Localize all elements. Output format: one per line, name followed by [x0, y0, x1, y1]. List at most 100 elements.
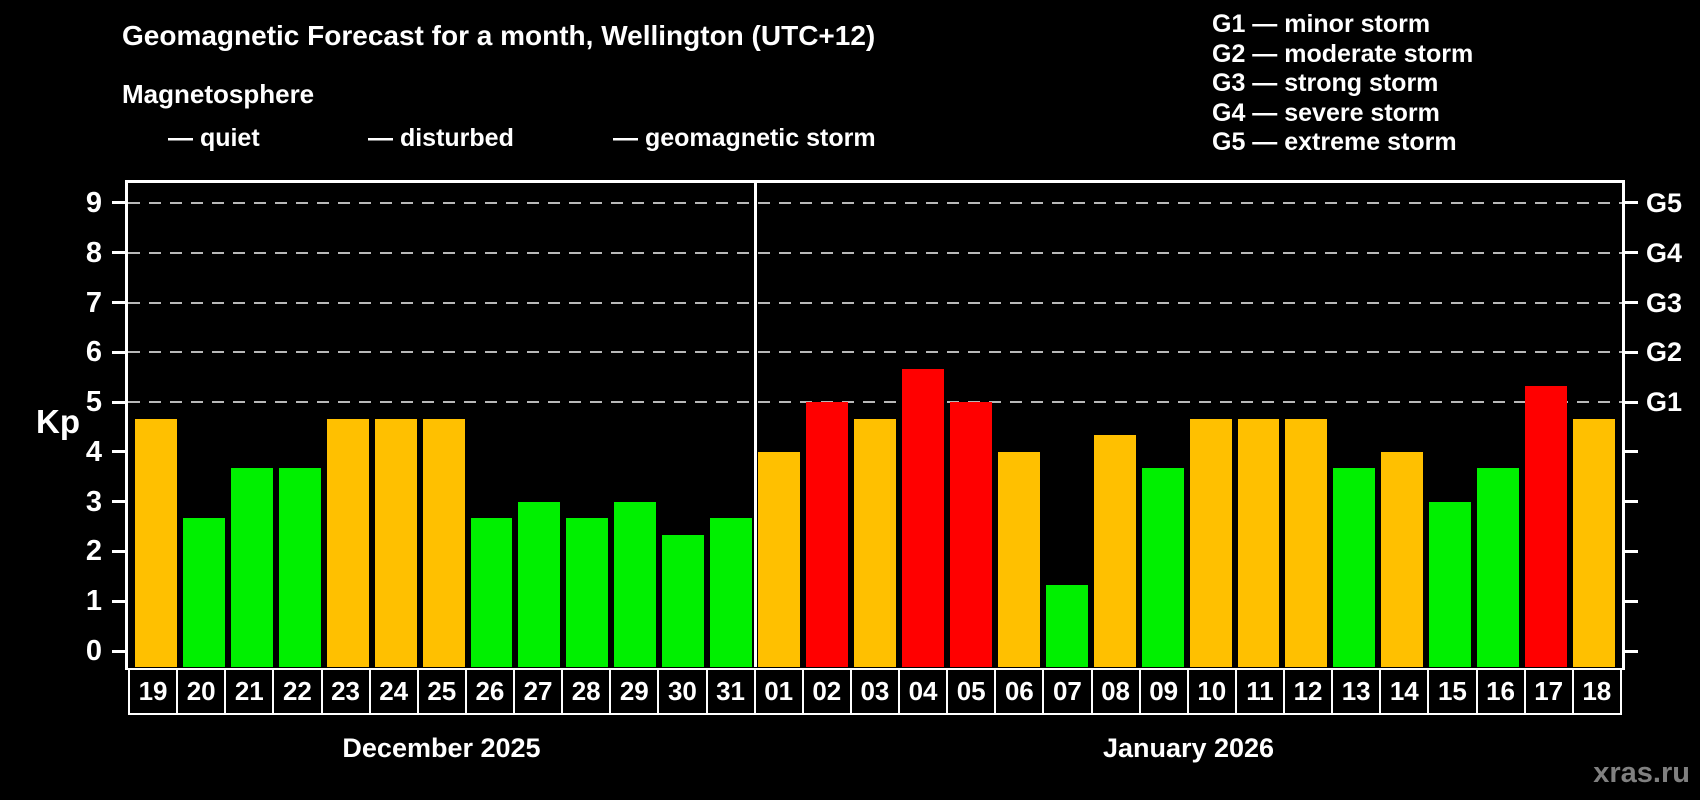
kp-bar-25 — [422, 418, 465, 667]
kp-bar-16 — [1477, 468, 1520, 667]
disturbed-color-swatch — [320, 122, 355, 154]
storm-color-swatch — [565, 122, 600, 154]
watermark: xras.ru — [1593, 757, 1690, 789]
date-label-01: 01 — [753, 668, 804, 715]
date-label-28: 28 — [561, 668, 612, 715]
kp-bar-07 — [1045, 584, 1088, 667]
date-label-20: 20 — [176, 668, 227, 715]
storm-scale-line-g2: G2 — moderate storm — [1212, 39, 1474, 68]
legend-storm-label: — geomagnetic storm — [613, 123, 876, 152]
date-label-09: 09 — [1138, 668, 1189, 715]
y-tick-label: 0 — [85, 635, 102, 667]
right-axis-label-g1: G1 — [1646, 387, 1683, 418]
magnetosphere-label: Magnetosphere — [122, 79, 315, 109]
kp-bar-05 — [949, 402, 992, 667]
gridline-kp5 — [128, 401, 1622, 404]
y-tick-label: 8 — [85, 236, 102, 269]
legend-item-disturbed: — disturbed — [320, 121, 514, 155]
y-tick-left — [112, 500, 125, 504]
y-tick-right — [1625, 201, 1638, 205]
kp-bar-08 — [1093, 435, 1136, 667]
y-axis-title: Kp — [36, 403, 80, 440]
date-label-02: 02 — [801, 668, 852, 715]
y-tick-right — [1625, 500, 1638, 504]
kp-bar-27 — [518, 501, 561, 667]
kp-bar-10 — [1189, 418, 1232, 667]
date-label-11: 11 — [1234, 668, 1285, 715]
y-tick-label: 7 — [85, 286, 102, 319]
date-label-31: 31 — [705, 668, 756, 715]
y-axis-line — [125, 183, 128, 670]
legend-disturbed-label: — disturbed — [368, 123, 514, 152]
date-label-27: 27 — [513, 668, 564, 715]
y-tick-left — [112, 201, 125, 205]
date-label-16: 16 — [1475, 668, 1526, 715]
date-label-24: 24 — [368, 668, 419, 715]
date-axis: 19 20 21 22 23 24 25 26 27 28 29 30 31 01 02 03 04 05 06 07… — [128, 668, 1622, 715]
date-label-30: 30 — [657, 668, 708, 715]
plot-top-border — [125, 180, 1625, 183]
date-label-13: 13 — [1331, 668, 1382, 715]
kp-bar-19 — [135, 418, 177, 667]
y-tick-left — [112, 400, 125, 404]
storm-scale-line-g5: G5 — extreme storm — [1212, 128, 1457, 156]
date-label-15: 15 — [1427, 668, 1478, 715]
legend-item-storm: — geomagnetic storm — [565, 121, 876, 155]
kp-bar-31 — [710, 518, 753, 667]
kp-bar-18 — [1573, 418, 1615, 667]
date-label-22: 22 — [272, 668, 323, 715]
y-tick-left — [112, 350, 125, 354]
storm-scale-line-g4: G4 — severe storm — [1212, 98, 1440, 127]
kp-bar-26 — [470, 518, 513, 667]
right-axis-label-g4: G4 — [1646, 237, 1683, 268]
kp-bar-01 — [758, 451, 801, 667]
right-axis-label-g2: G2 — [1646, 337, 1683, 368]
kp-bar-09 — [1141, 468, 1184, 667]
kp-bar-24 — [374, 418, 417, 667]
y-tick-left — [112, 301, 125, 305]
gridline-kp6 — [128, 351, 1622, 354]
date-label-05: 05 — [946, 668, 997, 715]
date-label-18: 18 — [1571, 668, 1622, 715]
y-tick-right — [1625, 649, 1638, 653]
kp-bar-17 — [1525, 385, 1568, 667]
date-label-08: 08 — [1090, 668, 1141, 715]
y-tick-left — [112, 599, 125, 603]
right-axis-label-g3: G3 — [1646, 287, 1683, 318]
date-label-21: 21 — [224, 668, 275, 715]
date-label-07: 07 — [1042, 668, 1093, 715]
gridline-kp8 — [128, 251, 1622, 254]
date-label-14: 14 — [1379, 668, 1430, 715]
kp-bar-29 — [614, 501, 657, 667]
kp-bar-20 — [182, 518, 225, 667]
y-tick-right — [1625, 450, 1638, 454]
y-tick-right — [1625, 301, 1638, 305]
date-label-26: 26 — [464, 668, 515, 715]
kp-bar-02 — [806, 402, 849, 667]
storm-scale-line-g3: G3 — strong storm — [1212, 69, 1439, 97]
date-label-03: 03 — [849, 668, 900, 715]
y-tick-label: 3 — [85, 485, 102, 518]
gridline-kp7 — [128, 301, 1622, 304]
kp-bar-21 — [230, 468, 273, 667]
month-divider — [753, 183, 757, 667]
kp-bar-23 — [326, 418, 369, 667]
y-tick-left — [112, 450, 125, 454]
kp-bar-13 — [1333, 468, 1376, 667]
storm-scale-line-g1: G1 — minor storm — [1212, 10, 1431, 38]
date-label-19: 19 — [128, 668, 179, 715]
kp-bar-28 — [566, 518, 609, 667]
date-label-17: 17 — [1523, 668, 1574, 715]
kp-bar-06 — [997, 451, 1040, 667]
right-axis-label-g5: G5 — [1646, 187, 1683, 218]
right-axis-line — [1622, 183, 1625, 670]
date-label-23: 23 — [320, 668, 371, 715]
kp-bar-04 — [901, 368, 944, 667]
y-tick-label: 9 — [85, 186, 102, 219]
quiet-color-swatch — [120, 122, 155, 154]
y-tick-right — [1625, 251, 1638, 255]
date-label-25: 25 — [416, 668, 467, 715]
legend-quiet-label: — quiet — [168, 123, 260, 152]
y-tick-right — [1625, 599, 1638, 603]
